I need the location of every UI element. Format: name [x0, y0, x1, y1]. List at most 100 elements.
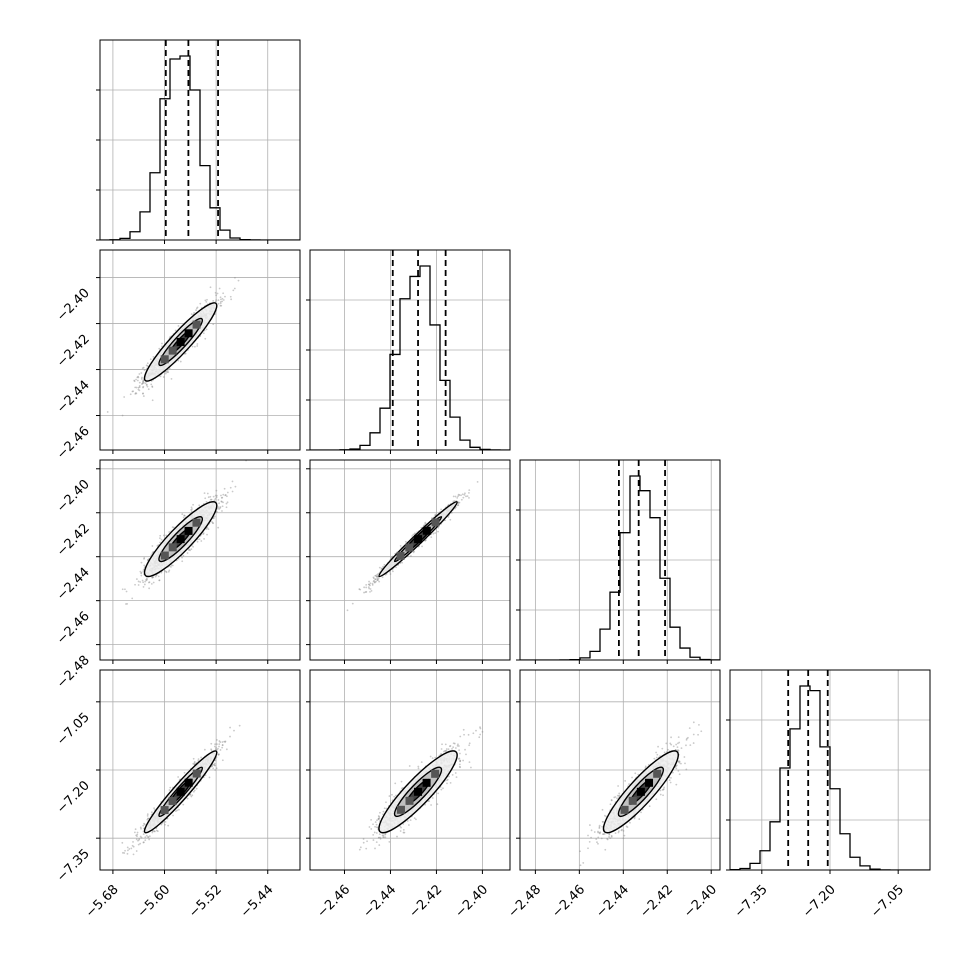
sample-point [140, 574, 143, 577]
sample-point [378, 580, 381, 583]
sample-point [457, 493, 460, 496]
density-bin [160, 355, 169, 364]
sample-point [142, 395, 145, 397]
sample-point [216, 743, 218, 746]
sample-point [389, 573, 392, 575]
sample-point [134, 828, 137, 831]
sample-point [186, 797, 189, 800]
sample-point [124, 849, 126, 852]
sample-point [147, 817, 150, 820]
sample-point [190, 795, 193, 798]
sample-point [140, 378, 143, 380]
sample-point [430, 536, 433, 538]
sample-point [162, 376, 165, 378]
sample-point [432, 532, 435, 535]
sample-point [142, 581, 145, 584]
sample-point [404, 540, 407, 543]
sample-point [217, 499, 220, 501]
sample-point [216, 748, 218, 751]
sample-point [181, 556, 183, 559]
sample-point [160, 571, 163, 574]
sample-point [138, 837, 141, 840]
sample-point [215, 496, 218, 499]
sample-point [217, 302, 220, 305]
sample-point [133, 380, 136, 383]
sample-point [134, 386, 137, 389]
sample-point [375, 575, 378, 578]
sample-point [216, 292, 219, 295]
sample-point [223, 487, 226, 490]
sample-point [144, 836, 147, 839]
sample-point [177, 325, 180, 327]
sample-point [458, 494, 461, 496]
histogram-panel-2 [516, 459, 721, 664]
sample-point [204, 337, 207, 340]
sample-point [177, 776, 180, 778]
sample-point [231, 480, 234, 483]
sample-point [150, 811, 153, 814]
sample-point [172, 814, 174, 817]
sample-point [217, 506, 220, 509]
sample-point [140, 827, 142, 830]
sample-point [461, 493, 464, 496]
sample-point [145, 578, 147, 581]
sample-point [151, 399, 154, 402]
sample-point [203, 537, 205, 540]
sample-point [167, 371, 170, 374]
sample-point [124, 588, 126, 591]
density-bin [396, 551, 405, 560]
sample-point [145, 577, 148, 580]
sample-point [369, 588, 372, 590]
sample-point [151, 576, 154, 579]
sample-point [162, 534, 165, 537]
sample-point [183, 514, 186, 517]
sample-point [148, 587, 151, 590]
sample-point [457, 501, 460, 504]
sample-point [221, 297, 224, 300]
sample-point [209, 498, 212, 501]
sample-point [150, 383, 153, 386]
sample-point [163, 569, 166, 572]
sample-point [221, 505, 224, 508]
density-bin [160, 551, 169, 560]
sample-point [364, 591, 367, 594]
sample-point [367, 583, 370, 586]
sample-point [166, 369, 169, 372]
sample-point [146, 362, 149, 365]
sample-point [359, 588, 362, 591]
sample-point [226, 501, 229, 504]
sample-point [412, 533, 415, 536]
scatter-panel-2-0: −2.48−2.46−2.44−2.42−2.40 [54, 459, 301, 692]
sample-point [449, 518, 452, 521]
sample-point [193, 311, 196, 314]
sample-point [363, 586, 366, 589]
sample-point [123, 852, 126, 854]
sample-point [206, 526, 209, 529]
sample-point [210, 765, 213, 768]
sample-point [193, 345, 196, 348]
sample-point [135, 578, 138, 580]
sample-point [138, 838, 140, 841]
sample-point [371, 582, 374, 585]
sample-point [138, 389, 141, 392]
sample-point [136, 376, 139, 379]
sample-point [165, 534, 168, 537]
sample-point [202, 533, 205, 535]
sample-point [414, 532, 416, 535]
sample-point [142, 841, 145, 844]
sample-point [365, 590, 368, 593]
sample-point [225, 748, 228, 751]
sample-point [139, 581, 142, 583]
sample-point [121, 588, 124, 591]
sample-point [200, 756, 202, 759]
sample-point [153, 807, 156, 810]
sample-point [368, 580, 370, 583]
sample-point [219, 507, 222, 509]
sample-point [177, 359, 180, 362]
sample-point [106, 411, 109, 413]
sample-point [395, 566, 397, 569]
sample-point [215, 767, 218, 770]
sample-point [190, 509, 192, 511]
sample-point [216, 507, 219, 510]
